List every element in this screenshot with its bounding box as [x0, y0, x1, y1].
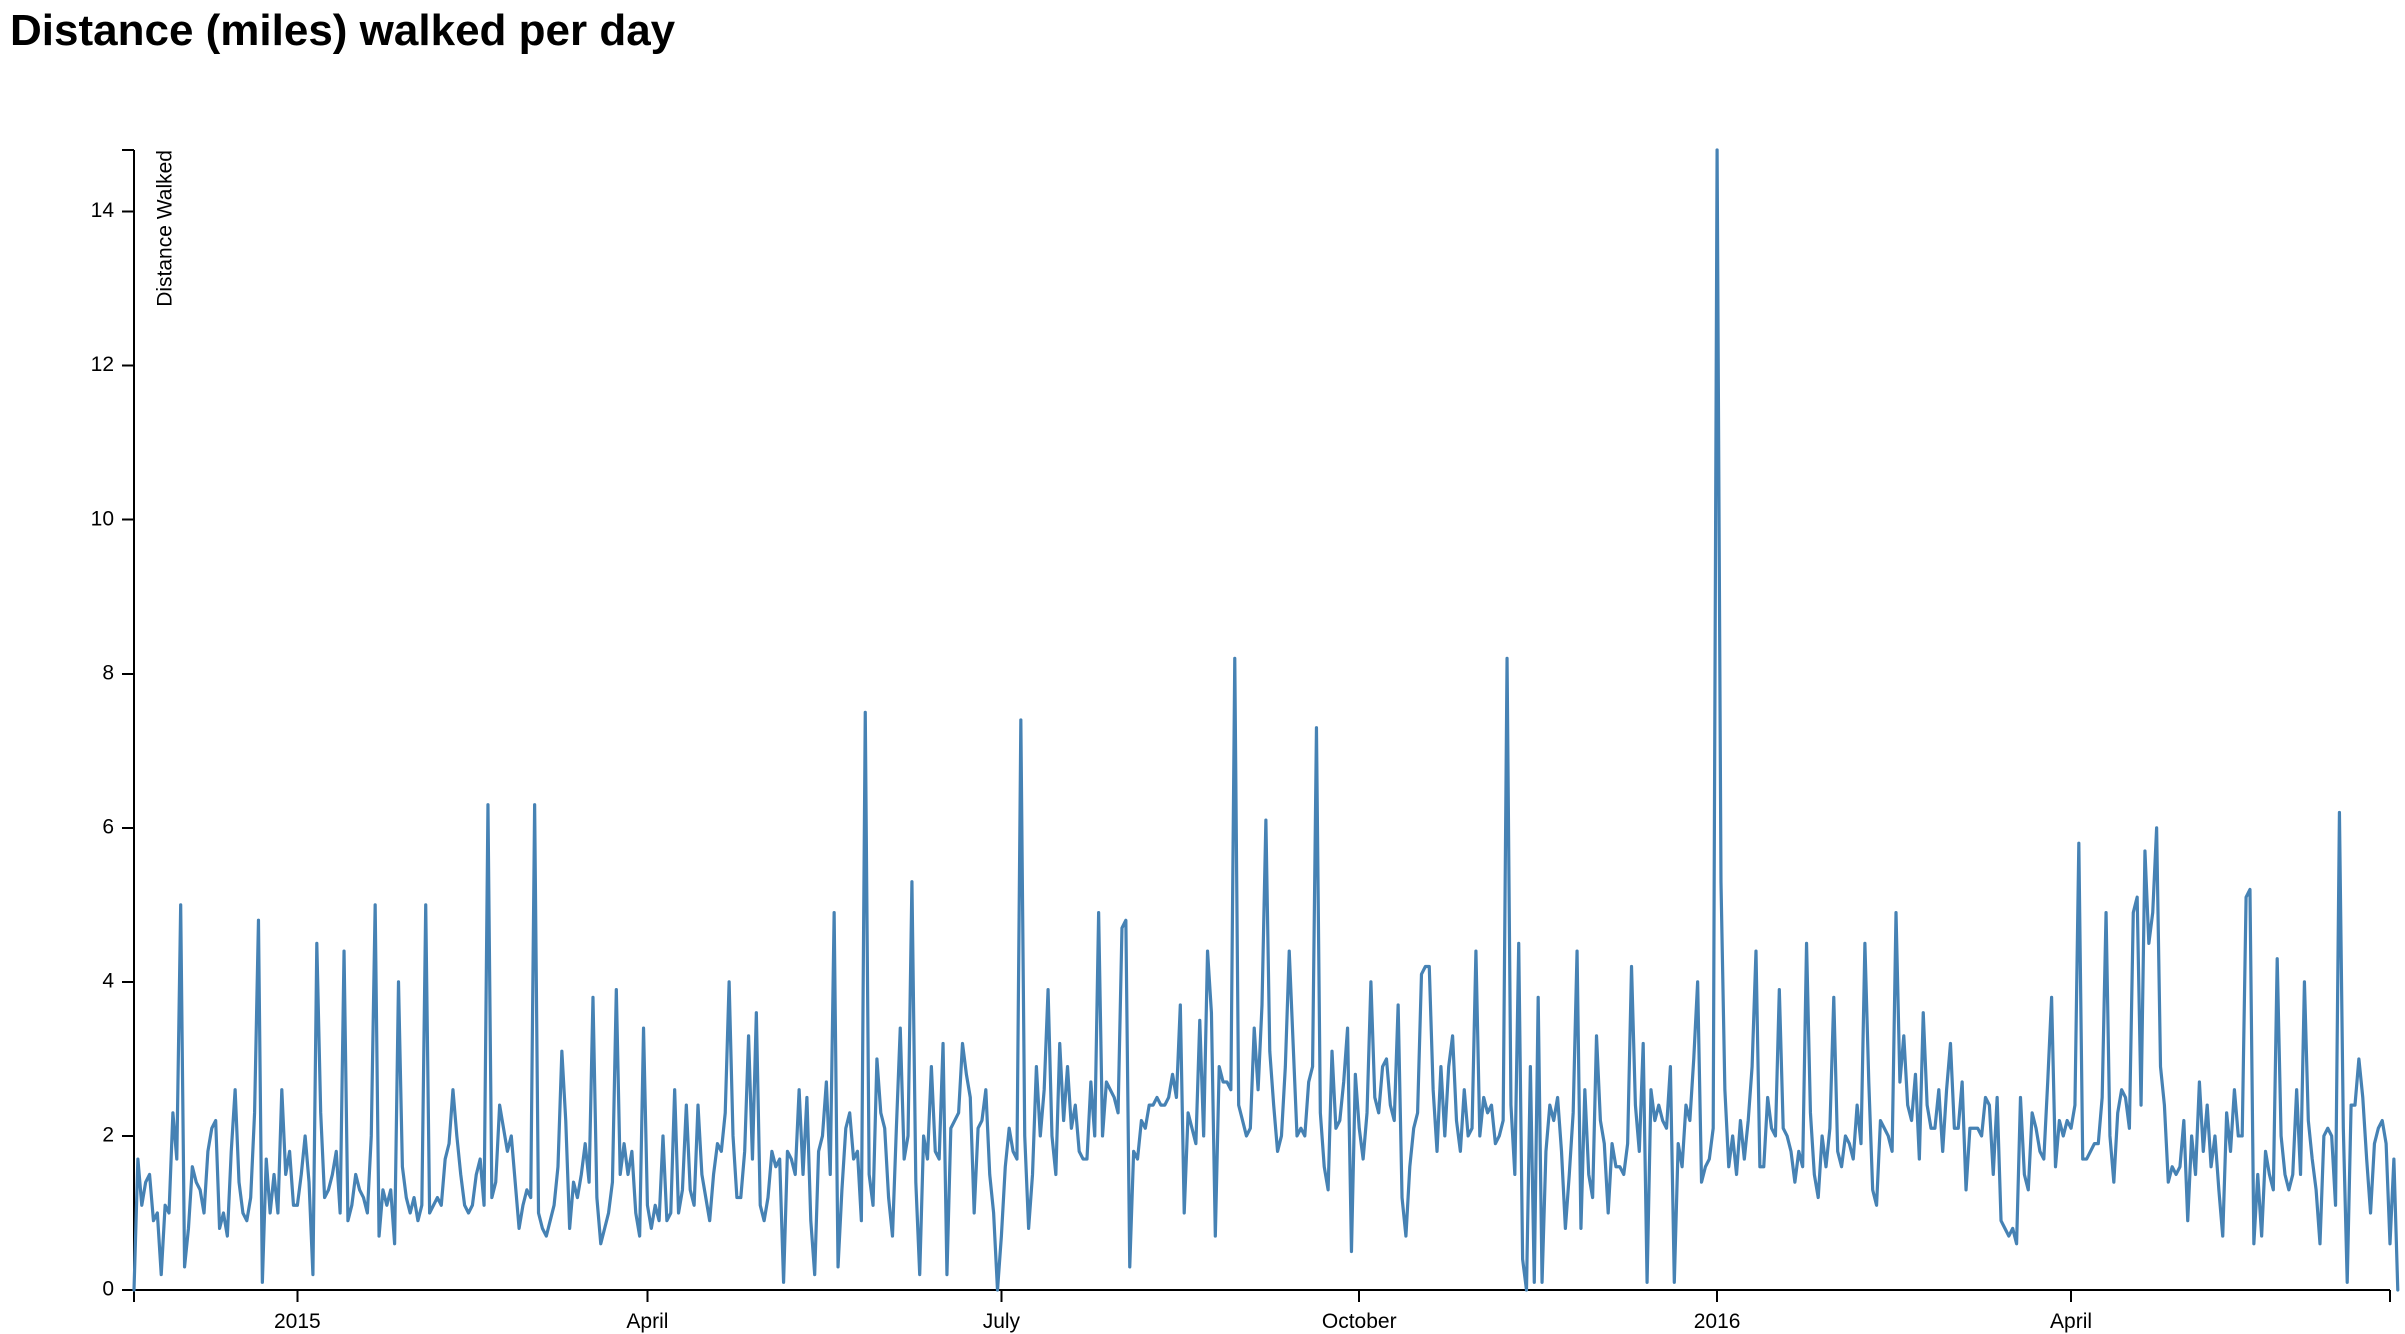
page-title: Distance (miles) walked per day — [10, 6, 676, 55]
y-tick-label: 8 — [102, 661, 114, 684]
x-tick-label: October — [1322, 1310, 1397, 1333]
x-tick-label: July — [983, 1310, 1021, 1333]
x-tick-label: 2015 — [274, 1310, 321, 1333]
x-tick-label: 2016 — [1694, 1310, 1741, 1333]
y-tick-label: 12 — [91, 353, 114, 376]
y-tick-label: 2 — [102, 1123, 114, 1146]
x-axis: 2015 April July October 2016 April — [133, 1289, 2391, 1333]
x-tick-label: April — [626, 1310, 668, 1333]
y-axis: 0 2 4 6 8 10 12 14 — [91, 149, 135, 1301]
x-tick-label: April — [2050, 1310, 2092, 1333]
y-tick-label: 10 — [91, 507, 114, 530]
y-tick-label: 0 — [102, 1278, 114, 1301]
y-tick-label: 4 — [102, 969, 114, 992]
series-line — [132, 148, 2400, 1292]
y-axis-label: Distance Walked — [154, 150, 177, 307]
y-tick-label: 14 — [91, 199, 115, 222]
y-tick-label: 6 — [102, 815, 114, 838]
